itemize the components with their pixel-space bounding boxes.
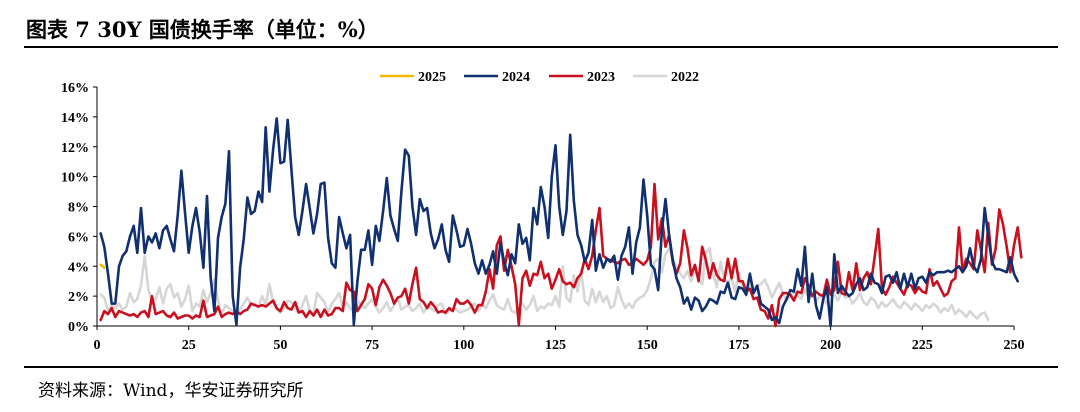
x-tick-label: 125 bbox=[545, 338, 566, 353]
x-tick-label: 250 bbox=[1004, 338, 1025, 353]
x-tick-label: 0 bbox=[94, 338, 101, 353]
source-divider bbox=[24, 366, 1058, 368]
legend-item-2023: 2023 bbox=[549, 70, 615, 85]
legend-label: 2022 bbox=[671, 70, 699, 85]
x-tick-label: 225 bbox=[912, 338, 933, 353]
figure-title: 图表 7 30Y 国债换手率（单位：%） bbox=[26, 17, 379, 42]
x-tick-label: 175 bbox=[728, 338, 749, 353]
plot-series bbox=[99, 117, 1023, 328]
legend-label: 2024 bbox=[502, 70, 530, 85]
y-tick-labels: 0% 2% 4% 6% 8% 10% 12% 14% 16% bbox=[61, 81, 97, 335]
legend-item-2022: 2022 bbox=[633, 70, 699, 85]
legend-label: 2025 bbox=[418, 70, 446, 85]
series-line-2023 bbox=[99, 182, 1023, 328]
series-line-2022 bbox=[99, 247, 990, 322]
source-note: 资料来源：Wind，华安证券研究所 bbox=[38, 381, 304, 401]
series-line-2025 bbox=[99, 263, 106, 269]
legend-label: 2023 bbox=[587, 70, 615, 85]
x-tick-label: 200 bbox=[820, 338, 841, 353]
y-tick-label: 2% bbox=[68, 290, 89, 305]
chart-legend: 2025 2024 2023 2022 bbox=[380, 70, 699, 85]
legend-item-2025: 2025 bbox=[380, 70, 446, 85]
y-tick-label: 14% bbox=[61, 111, 89, 126]
x-tick-label: 50 bbox=[273, 338, 287, 353]
x-tick-label: 150 bbox=[637, 338, 658, 353]
x-tick-label: 100 bbox=[453, 338, 474, 353]
y-tick-label: 16% bbox=[61, 81, 89, 96]
y-tick-label: 0% bbox=[68, 320, 89, 335]
x-tick-label: 25 bbox=[182, 338, 196, 353]
legend-item-2024: 2024 bbox=[464, 70, 530, 85]
y-tick-label: 10% bbox=[61, 171, 89, 186]
title-divider bbox=[24, 46, 1058, 48]
y-tick-label: 4% bbox=[68, 260, 89, 275]
x-tick-labels: 0 25 50 75 100 125 150 175 200 225 250 bbox=[94, 326, 1025, 353]
series-line-2024 bbox=[99, 117, 1019, 328]
x-tick-label: 75 bbox=[365, 338, 379, 353]
y-tick-label: 12% bbox=[61, 141, 89, 156]
y-tick-label: 6% bbox=[68, 230, 89, 245]
y-tick-label: 8% bbox=[68, 201, 89, 216]
